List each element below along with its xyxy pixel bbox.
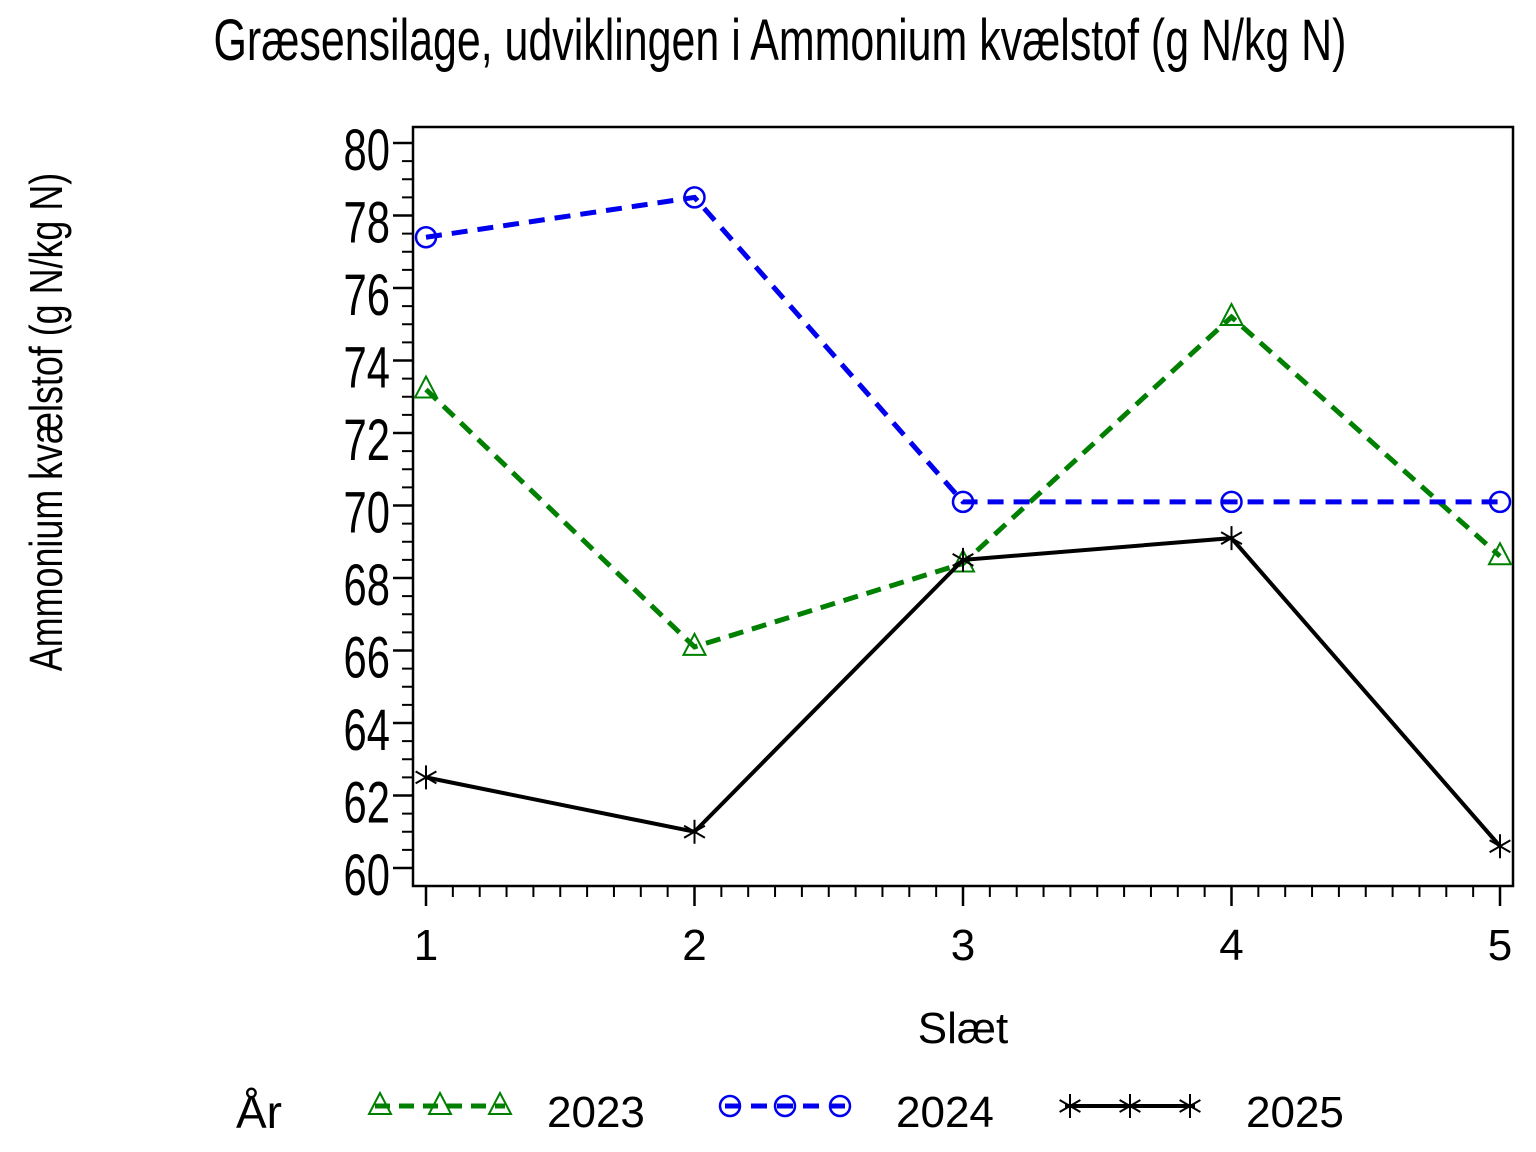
series-line	[425, 536, 1502, 848]
y-tick-label: 68	[344, 552, 390, 617]
data-point-marker	[413, 374, 439, 399]
x-tick-label: 4	[1219, 921, 1243, 970]
series-2024	[414, 186, 1512, 514]
x-axis: 1 2 3 4 5	[414, 886, 1512, 970]
y-tick-label: 76	[344, 262, 390, 327]
data-point-marker	[951, 490, 975, 514]
y-axis: 60 62 64 66 68 70 72 74 76 78 80	[344, 117, 413, 908]
series-line	[424, 313, 1502, 650]
plot-frame	[411, 125, 1515, 888]
data-point-marker	[1119, 1099, 1141, 1113]
y-tick-label: 80	[344, 117, 390, 182]
data-point-marker	[367, 1090, 393, 1115]
x-tick-label: 2	[682, 921, 706, 970]
x-axis-title: Slæt	[918, 1004, 1008, 1053]
data-point-marker	[487, 1090, 513, 1115]
data-point-marker	[952, 553, 974, 567]
legend: År 2023 2024 2025	[236, 1086, 1344, 1138]
y-tick-label: 62	[344, 770, 390, 835]
y-tick-label: 72	[344, 407, 390, 472]
data-point-marker	[1218, 301, 1245, 326]
y-tick-label: 78	[344, 190, 390, 255]
legend-series-label: 2023	[547, 1088, 645, 1137]
chart-title: Græsensilage, udviklingen i Ammonium kvæ…	[214, 8, 1347, 73]
data-point-marker	[683, 186, 706, 209]
y-tick-label: 66	[344, 625, 390, 690]
series-2025	[415, 526, 1511, 859]
data-point-marker	[683, 824, 706, 839]
data-point-marker	[1220, 531, 1243, 545]
series-2023	[413, 301, 1513, 656]
x-tick-label: 3	[951, 921, 975, 970]
data-point-marker	[1179, 1099, 1201, 1113]
data-point-marker	[414, 226, 438, 249]
data-point-marker	[415, 770, 437, 785]
data-point-marker	[718, 1094, 742, 1118]
y-tick-label: 60	[344, 842, 390, 907]
data-point-marker	[1220, 490, 1243, 514]
data-point-marker	[681, 631, 708, 656]
data-point-marker	[1489, 839, 1511, 854]
x-tick-label: 5	[1488, 921, 1512, 970]
data-point-marker	[1059, 1099, 1081, 1113]
legend-title: År	[236, 1086, 282, 1138]
data-point-marker	[1488, 490, 1512, 514]
legend-series-label: 2025	[1246, 1088, 1344, 1137]
data-point-marker	[1487, 541, 1513, 566]
y-axis-title: Ammonium kvælstof (g N/kg N)	[21, 173, 72, 671]
legend-series-label: 2024	[896, 1088, 994, 1137]
data-point-marker	[773, 1094, 797, 1118]
y-tick-label: 74	[344, 335, 390, 400]
y-tick-label: 70	[344, 480, 390, 545]
data-point-marker	[828, 1094, 852, 1118]
series-line	[425, 194, 1500, 505]
y-tick-label: 64	[344, 697, 390, 762]
x-tick-label: 1	[414, 921, 438, 970]
data-point-marker	[427, 1090, 453, 1115]
